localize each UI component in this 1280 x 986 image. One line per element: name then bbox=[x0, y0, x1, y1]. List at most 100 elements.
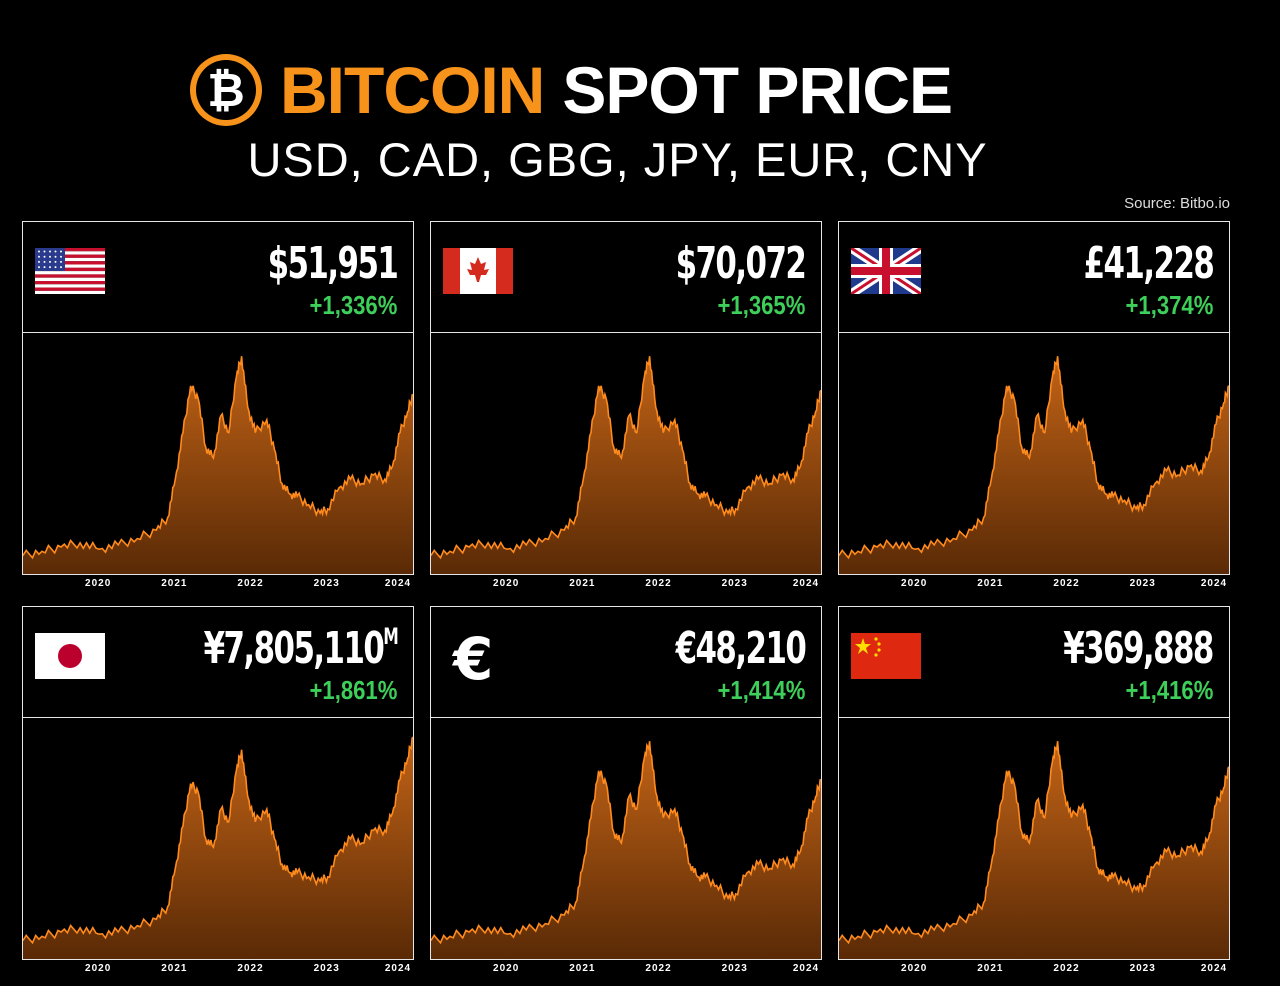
x-tick-label: 2022 bbox=[645, 578, 672, 589]
x-tick-label: 2022 bbox=[1053, 963, 1080, 974]
x-axis: 2020 2021 2022 2023 2024 bbox=[430, 578, 822, 592]
x-tick-label: 2023 bbox=[721, 963, 748, 974]
header: ₿ BITCOIN SPOT PRICE USD, CAD, GBG, JPY,… bbox=[0, 54, 1280, 194]
x-tick-label: 2023 bbox=[1129, 578, 1156, 589]
x-tick-label: 2023 bbox=[721, 578, 748, 589]
x-tick-label: 2020 bbox=[901, 963, 928, 974]
price-text: £41,228 bbox=[1083, 238, 1214, 289]
price-change: +1,336% bbox=[309, 290, 397, 320]
price-chart bbox=[431, 356, 821, 574]
title-bitcoin: BITCOIN bbox=[280, 53, 545, 127]
x-tick-label: 2023 bbox=[1129, 963, 1156, 974]
x-axis: 2020 2021 2022 2023 2024 bbox=[430, 963, 822, 977]
x-tick-label: 2020 bbox=[85, 963, 112, 974]
panel-usd: $51,951 +1,336% 2020 2021 2022 2023 2024 bbox=[22, 221, 414, 589]
price-line bbox=[839, 356, 1229, 560]
chart-box bbox=[430, 717, 822, 960]
price-change: +1,861% bbox=[309, 675, 397, 705]
panel-header: $70,072 +1,365% bbox=[430, 221, 822, 333]
x-tick-label: 2024 bbox=[1200, 578, 1228, 589]
panel-cny: ¥369,888 +1,416% 2020 2021 2022 2023 2024 bbox=[838, 606, 1230, 974]
price-change: +1,414% bbox=[717, 675, 805, 705]
price-area bbox=[839, 741, 1229, 959]
x-tick-label: 2020 bbox=[493, 963, 520, 974]
price-chart bbox=[839, 741, 1229, 959]
panel-header: £41,228 +1,374% bbox=[838, 221, 1230, 333]
x-tick-label: 2024 bbox=[792, 578, 820, 589]
price-suffix: M bbox=[383, 625, 398, 650]
bitcoin-logo-icon: ₿ bbox=[190, 54, 262, 126]
x-tick-label: 2021 bbox=[977, 963, 1004, 974]
price-line bbox=[431, 356, 821, 560]
x-tick-label: 2021 bbox=[977, 578, 1004, 589]
price-change: +1,374% bbox=[1125, 290, 1213, 320]
price-area bbox=[23, 356, 413, 574]
price-chart bbox=[23, 356, 413, 574]
price-line bbox=[431, 741, 821, 945]
panel-jpy: ¥7,805,110M +1,861% 2020 2021 2022 2023 2024 bbox=[22, 606, 414, 974]
price-chart bbox=[23, 736, 413, 959]
x-tick-label: 2021 bbox=[569, 578, 596, 589]
x-tick-label: 2022 bbox=[645, 963, 672, 974]
price-text: €48,210 bbox=[675, 623, 806, 674]
price-change: +1,365% bbox=[717, 290, 805, 320]
x-axis: 2020 2021 2022 2023 2024 bbox=[22, 963, 414, 977]
chart-box bbox=[838, 717, 1230, 960]
x-tick-label: 2021 bbox=[161, 963, 188, 974]
price-text: $51,951 bbox=[267, 238, 398, 289]
price-value: ¥7,805,110M bbox=[203, 623, 398, 674]
price-value: $51,951 bbox=[267, 238, 398, 289]
bitcoin-logo-symbol: ₿ bbox=[196, 60, 256, 120]
x-tick-label: 2023 bbox=[313, 963, 340, 974]
x-axis: 2020 2021 2022 2023 2024 bbox=[22, 578, 414, 592]
price-area bbox=[431, 356, 821, 574]
panel-header: ¥369,888 +1,416% bbox=[838, 606, 1230, 718]
price-area bbox=[839, 356, 1229, 574]
price-value: £41,228 bbox=[1083, 238, 1214, 289]
price-line bbox=[23, 356, 413, 560]
price-value: €48,210 bbox=[675, 623, 806, 674]
x-tick-label: 2024 bbox=[384, 963, 412, 974]
price-line bbox=[23, 736, 413, 945]
chart-box bbox=[838, 332, 1230, 575]
x-tick-label: 2024 bbox=[1200, 963, 1228, 974]
x-tick-label: 2024 bbox=[792, 963, 820, 974]
price-area bbox=[431, 741, 821, 959]
x-tick-label: 2022 bbox=[237, 963, 264, 974]
chart-box bbox=[22, 332, 414, 575]
panel-cad: $70,072 +1,365% 2020 2021 2022 2023 2024 bbox=[430, 221, 822, 589]
x-tick-label: 2020 bbox=[493, 578, 520, 589]
source-credit: Source: Bitbo.io bbox=[1124, 195, 1230, 212]
price-chart bbox=[431, 741, 821, 959]
x-tick-label: 2022 bbox=[1053, 578, 1080, 589]
price-line bbox=[839, 741, 1229, 945]
chart-box bbox=[22, 717, 414, 960]
x-tick-label: 2021 bbox=[569, 963, 596, 974]
x-tick-label: 2023 bbox=[313, 578, 340, 589]
panel-header: € €48,210 +1,414% bbox=[430, 606, 822, 718]
x-tick-label: 2020 bbox=[901, 578, 928, 589]
price-chart bbox=[839, 356, 1229, 574]
price-text: $70,072 bbox=[675, 238, 806, 289]
title-row: ₿ BITCOIN SPOT PRICE bbox=[190, 53, 953, 127]
price-change: +1,416% bbox=[1125, 675, 1213, 705]
panel-eur: € €48,210 +1,414% 2020 2021 2022 2023 2024 bbox=[430, 606, 822, 974]
chart-box bbox=[430, 332, 822, 575]
price-value: $70,072 bbox=[675, 238, 806, 289]
panel-header: ¥7,805,110M +1,861% bbox=[22, 606, 414, 718]
subtitle: USD, CAD, GBG, JPY, EUR, CNY bbox=[247, 133, 988, 186]
title-spot-price: SPOT PRICE bbox=[562, 53, 953, 127]
x-axis: 2020 2021 2022 2023 2024 bbox=[838, 963, 1230, 977]
x-tick-label: 2020 bbox=[85, 578, 112, 589]
x-axis: 2020 2021 2022 2023 2024 bbox=[838, 578, 1230, 592]
x-tick-label: 2021 bbox=[161, 578, 188, 589]
price-text: ¥369,888 bbox=[1063, 623, 1214, 674]
x-tick-label: 2024 bbox=[384, 578, 412, 589]
x-tick-label: 2022 bbox=[237, 578, 264, 589]
panel-gbp: £41,228 +1,374% 2020 2021 2022 2023 2024 bbox=[838, 221, 1230, 589]
euro-sign-icon: € bbox=[453, 625, 494, 693]
price-text: ¥7,805,110 bbox=[203, 623, 384, 674]
price-area bbox=[23, 737, 413, 959]
price-value: ¥369,888 bbox=[1063, 623, 1214, 674]
panel-header: $51,951 +1,336% bbox=[22, 221, 414, 333]
